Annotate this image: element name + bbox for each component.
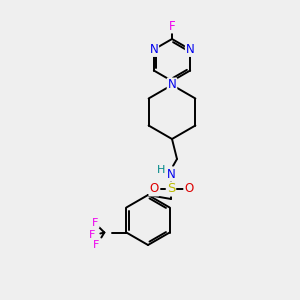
Text: F: F: [93, 239, 100, 250]
Text: N: N: [149, 43, 158, 56]
Text: H: H: [157, 165, 165, 175]
Text: N: N: [167, 167, 176, 181]
Text: O: O: [149, 182, 159, 196]
Text: S: S: [167, 182, 175, 196]
Text: F: F: [92, 218, 98, 227]
Text: N: N: [168, 79, 176, 92]
Text: F: F: [89, 230, 95, 239]
Text: N: N: [186, 43, 195, 56]
Text: F: F: [169, 20, 175, 32]
Text: O: O: [184, 182, 194, 196]
